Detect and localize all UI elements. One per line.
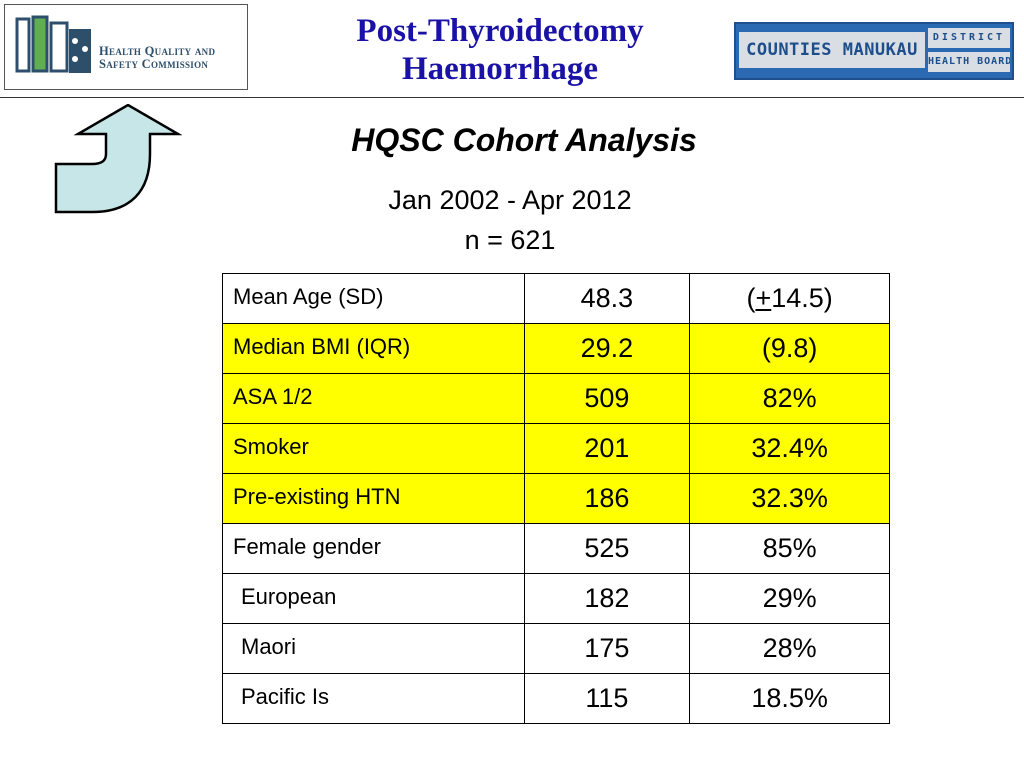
row-count: 201 — [523, 423, 691, 474]
hqsc-emblem-icon — [15, 15, 91, 73]
cohort-table: Mean Age (SD) 48.3 (+14.5) Median BMI (IQR)… — [222, 273, 890, 724]
row-percent: 18.5% — [689, 673, 890, 724]
row-percent: 28% — [689, 623, 890, 674]
subtitle: HQSC Cohort Analysis — [351, 122, 697, 158]
return-arrow-icon[interactable] — [52, 104, 182, 214]
cm-logo-main: COUNTIES MANUKAU — [739, 32, 925, 68]
row-label: Pre-existing HTN — [222, 473, 525, 524]
table-row: Smoker 201 32.4% — [222, 423, 890, 474]
row-percent: 29% — [689, 573, 890, 624]
row-count: 525 — [523, 523, 691, 574]
row-percent: 32.4% — [689, 423, 890, 474]
table-row: ASA 1/2 509 82% — [222, 373, 890, 424]
header-divider — [0, 97, 1024, 98]
date-range: Jan 2002 - Apr 2012 — [388, 185, 632, 215]
row-count: 182 — [523, 573, 691, 624]
table-row: Female gender 525 85% — [222, 523, 890, 574]
row-percent: 85% — [689, 523, 890, 574]
row-count: 29.2 — [523, 323, 691, 374]
hqsc-logo: Health Quality and Safety Commission — [4, 4, 248, 90]
page-title: Post-Thyroidectomy Haemorrhage — [356, 13, 644, 87]
row-count: 115 — [523, 673, 691, 724]
table-row: European 182 29% — [222, 573, 890, 624]
row-label: Female gender — [222, 523, 525, 574]
row-percent: 32.3% — [689, 473, 890, 524]
counties-manukau-logo: COUNTIES MANUKAU DISTRICT HEALTH BOARD — [734, 22, 1014, 80]
table-row: Mean Age (SD) 48.3 (+14.5) — [222, 273, 890, 324]
row-count: 175 — [523, 623, 691, 674]
row-label: Maori — [222, 623, 525, 674]
row-count: 509 — [523, 373, 691, 424]
table-row: Maori 175 28% — [222, 623, 890, 674]
table-row: Pre-existing HTN 186 32.3% — [222, 473, 890, 524]
row-label: Smoker — [222, 423, 525, 474]
row-label: ASA 1/2 — [222, 373, 525, 424]
row-label: European — [222, 573, 525, 624]
cohort-table-body: Mean Age (SD) 48.3 (+14.5) Median BMI (IQR)… — [222, 273, 890, 724]
cm-logo-top: DISTRICT — [928, 28, 1010, 48]
sample-size: n = 621 — [464, 225, 556, 255]
row-percent: (9.8) — [689, 323, 890, 374]
table-row: Median BMI (IQR) 29.2 (9.8) — [222, 323, 890, 374]
row-label: Median BMI (IQR) — [222, 323, 525, 374]
row-label: Mean Age (SD) — [222, 273, 525, 324]
row-count: 186 — [523, 473, 691, 524]
row-count: 48.3 — [523, 273, 691, 324]
row-percent: 82% — [689, 373, 890, 424]
plus-minus-symbol: + — [755, 283, 772, 313]
cm-logo-bottom: HEALTH BOARD — [928, 52, 1010, 72]
hqsc-name: Health Quality and Safety Commission — [99, 44, 216, 71]
table-row: Pacific Is 115 18.5% — [222, 673, 890, 724]
row-percent: (+14.5) — [689, 273, 890, 324]
row-label: Pacific Is — [222, 673, 525, 724]
